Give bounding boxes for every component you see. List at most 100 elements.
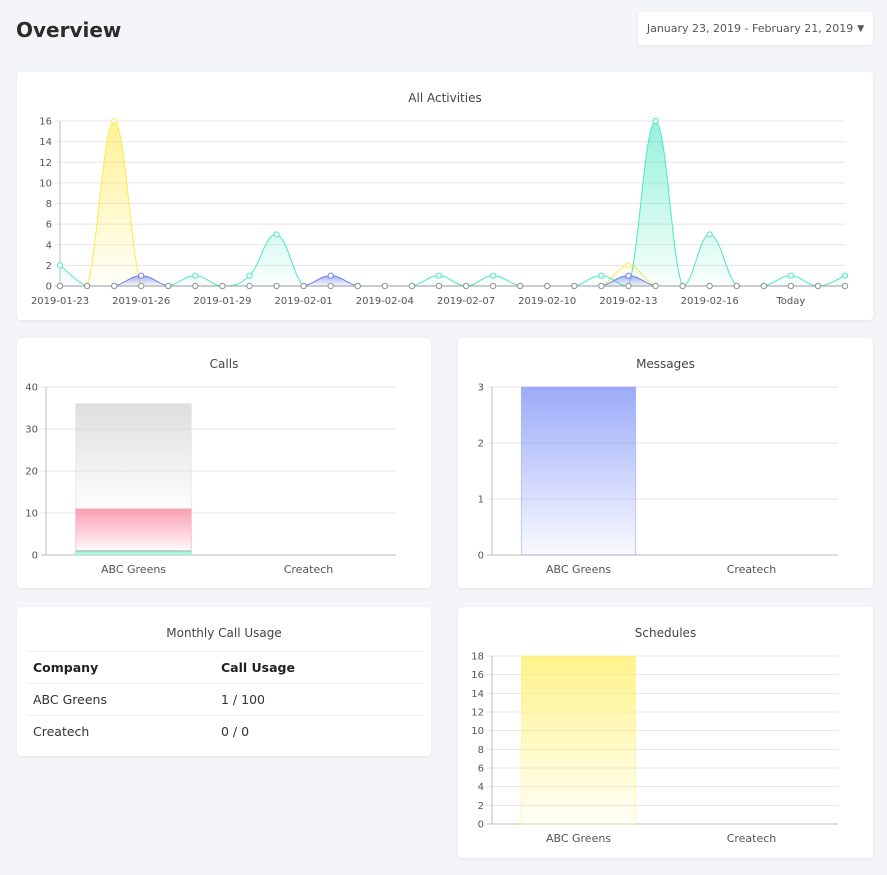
all-activities-card: All Activities 0 2 4 6 8 10 12 14 16 2019-01-23 20…	[17, 72, 873, 320]
calls-chart: 0 10 20 30 40 ABC Greens Createch	[25, 383, 396, 576]
activities-data-point	[435, 282, 443, 290]
all-activities-chart: 0 2 4 6 8 10 12 14 16 2019-01-23 2019-01-26 2019-01…	[31, 117, 849, 307]
calls-bar	[75, 550, 192, 556]
activities-data-point	[841, 282, 849, 290]
schedules-y-tick-label: 4	[478, 782, 484, 793]
schedules-y-tick-label: 10	[471, 726, 484, 737]
column-header-call-usage: Call Usage	[215, 651, 423, 684]
activities-data-point	[598, 282, 605, 290]
company-cell: Createch	[27, 715, 215, 748]
schedules-card: Schedules 0 2 4 6 8 10 12 14 16 18 ABC Greens Creat…	[458, 607, 873, 858]
page-title: Overview	[16, 18, 122, 42]
activities-data-point	[138, 282, 145, 290]
messages-bar	[520, 386, 637, 556]
activities-x-tick-label: 2019-02-04	[356, 296, 414, 307]
activities-data-point	[300, 282, 307, 290]
calls-card: Calls 0 10 20 30 40 ABC Greens Createch	[17, 338, 431, 588]
usage-table-header: Company Call Usage	[27, 651, 423, 684]
activities-data-point	[192, 282, 199, 290]
schedules-title: Schedules	[634, 626, 697, 640]
activities-x-tick-label: 2019-01-26	[112, 296, 170, 307]
calls-y-tick-label: 10	[25, 509, 38, 520]
activities-data-point	[787, 272, 794, 279]
activities-x-tick-label: 2019-02-16	[681, 296, 739, 307]
activities-data-point	[814, 282, 822, 290]
activities-data-point	[381, 282, 388, 290]
activities-data-point	[192, 272, 199, 279]
schedules-y-tick-label: 6	[478, 764, 484, 775]
activities-series-area	[60, 121, 845, 286]
activities-data-point	[111, 282, 118, 290]
activities-y-tick-label: 4	[46, 240, 52, 251]
activities-y-tick-label: 10	[39, 178, 52, 189]
activities-data-point	[517, 282, 524, 290]
table-row: Createch 0 / 0	[27, 715, 423, 748]
schedules-y-tick-label: 12	[471, 708, 484, 719]
activities-data-point	[56, 262, 64, 269]
activities-data-point	[760, 282, 767, 290]
schedules-y-tick-label: 14	[471, 689, 484, 700]
activities-data-point	[652, 282, 659, 290]
activities-data-point	[625, 272, 632, 279]
schedules-bar	[520, 655, 637, 825]
activities-x-tick-label: 2019-02-10	[518, 296, 576, 307]
calls-bar	[75, 403, 192, 510]
messages-category-label: ABC Greens	[546, 563, 611, 576]
schedules-y-tick-label: 18	[471, 652, 484, 663]
activities-x-tick-label: 2019-01-23	[31, 296, 89, 307]
calls-y-tick-label: 20	[25, 467, 38, 478]
activities-data-point	[219, 282, 226, 290]
calls-y-tick-label: 40	[25, 383, 38, 394]
activities-data-point	[111, 117, 118, 125]
activities-data-point	[408, 282, 415, 290]
schedules-y-tick-label: 2	[478, 801, 484, 812]
activities-data-point	[490, 272, 497, 279]
activities-y-tick-label: 14	[39, 137, 52, 148]
messages-y-tick-label: 0	[478, 551, 484, 562]
activities-data-point	[598, 272, 605, 279]
activities-y-tick-label: 2	[46, 261, 52, 272]
schedules-y-tick-label: 0	[478, 820, 484, 831]
activities-x-tick-label: Today	[775, 296, 805, 307]
messages-category-label: Createch	[727, 563, 777, 576]
activities-data-point	[246, 282, 253, 290]
activities-data-point	[83, 282, 91, 290]
activities-data-point	[733, 282, 740, 290]
activities-data-point	[246, 272, 253, 279]
activities-y-tick-label: 0	[46, 282, 52, 293]
activities-data-point	[652, 117, 659, 125]
activities-data-point	[462, 282, 470, 290]
messages-y-tick-label: 2	[478, 439, 484, 450]
calls-y-tick-label: 30	[25, 425, 38, 436]
activities-data-point	[273, 231, 280, 238]
schedules-category-label: Createch	[727, 832, 777, 845]
activities-x-tick-label: 2019-02-07	[437, 296, 495, 307]
activities-data-point	[138, 272, 145, 279]
activities-data-point	[625, 262, 632, 269]
activities-y-tick-label: 8	[46, 199, 52, 210]
activities-y-tick-label: 6	[46, 220, 52, 231]
messages-y-tick-label: 1	[478, 495, 484, 506]
call-usage-cell: 1 / 100	[215, 683, 423, 716]
column-header-company: Company	[27, 651, 215, 684]
activities-x-tick-label: 2019-01-29	[193, 296, 251, 307]
calls-bar	[75, 508, 192, 552]
activities-data-point	[490, 282, 497, 290]
activities-x-tick-label: 2019-02-13	[599, 296, 657, 307]
date-range-picker[interactable]: January 23, 2019 - February 21, 2019 ▼	[638, 12, 873, 45]
activities-data-point	[273, 282, 280, 290]
calls-category-label: ABC Greens	[101, 563, 166, 576]
activities-data-point	[327, 272, 334, 279]
activities-data-point	[165, 282, 172, 290]
messages-chart: 0 1 2 3 ABC Greens Createch	[478, 383, 838, 576]
usage-table: Company Call Usage ABC Greens 1 / 100 Cr…	[27, 651, 423, 748]
messages-y-tick-label: 3	[478, 383, 484, 394]
activities-y-tick-label: 16	[39, 117, 52, 128]
activities-data-point	[354, 282, 361, 290]
monthly-call-usage-card: Monthly Call Usage Company Call Usage AB…	[17, 607, 431, 756]
schedules-y-tick-label: 16	[471, 670, 484, 681]
calls-y-tick-label: 0	[32, 551, 38, 562]
all-activities-title: All Activities	[408, 91, 482, 105]
activities-data-point	[435, 272, 443, 279]
activities-data-point	[327, 282, 334, 290]
